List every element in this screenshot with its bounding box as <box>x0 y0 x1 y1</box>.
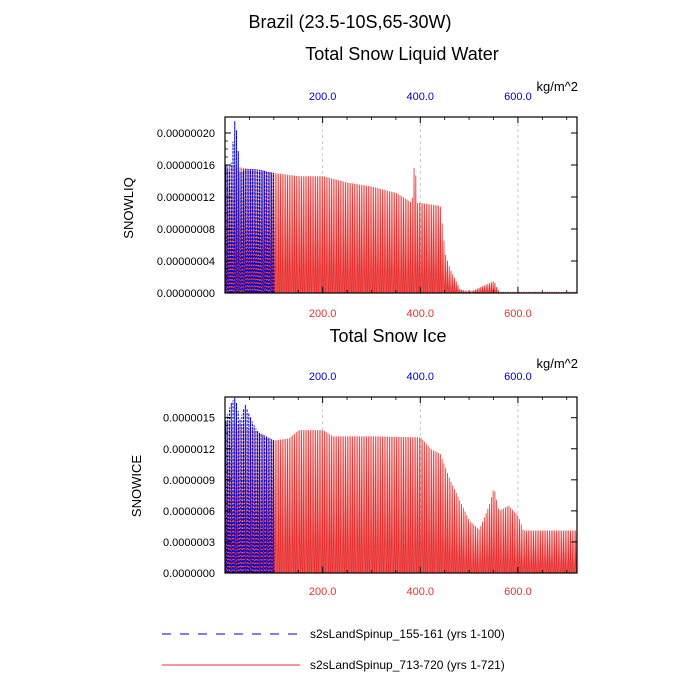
y-tick-label: 0.0000012 <box>163 444 215 456</box>
series-line <box>224 397 275 574</box>
series-marks <box>224 117 577 294</box>
legend-label-1: s2sLandSpinup_155-161 (yrs 1-100) <box>310 627 505 641</box>
series-marks <box>224 397 577 574</box>
legend: s2sLandSpinup_155-161 (yrs 1-100) s2sLan… <box>162 627 505 672</box>
x-tick-label-bottom: 600.0 <box>504 586 532 598</box>
x-tick-label-top: 400.0 <box>407 91 435 103</box>
units-label: kg/m^2 <box>536 356 578 371</box>
figure-title: Brazil (23.5-10S,65-30W) <box>248 12 451 32</box>
series-line <box>225 164 577 294</box>
series-blue <box>224 397 275 574</box>
plot-frame <box>224 396 578 574</box>
series-line <box>225 420 577 574</box>
y-tick-label: 0.0000003 <box>163 537 215 549</box>
panel-snowliq: Total Snow Liquid Water kg/m^2 SNOWLIQ 0… <box>121 44 578 320</box>
x-tick-label-bottom: 600.0 <box>504 308 532 320</box>
units-label: kg/m^2 <box>536 79 578 94</box>
axes: 0.0000000 0.0000003 0.0000006 0.0000009 0.00… <box>163 371 578 598</box>
x-tick-label-top: 200.0 <box>309 371 337 383</box>
y-tick-label: 0.0000015 <box>163 413 215 425</box>
panel-title: Total Snow Ice <box>329 326 446 346</box>
y-tick-label: 0.00000000 <box>157 288 215 300</box>
x-tick-label-top: 600.0 <box>504 91 532 103</box>
x-tick-label-bottom: 200.0 <box>309 586 337 598</box>
y-tick-label: 0.00000016 <box>157 160 215 172</box>
series-red <box>225 164 577 294</box>
legend-label-2: s2sLandSpinup_713-720 (yrs 1-721) <box>310 658 505 672</box>
x-tick-label-bottom: 400.0 <box>407 586 435 598</box>
y-axis-label: SNOWLIQ <box>121 177 136 238</box>
y-tick-label: 0.00000020 <box>157 128 215 140</box>
y-axis-label: SNOWICE <box>129 455 144 517</box>
panel-snowice: Total Snow Ice kg/m^2 SNOWICE 0.00000000… <box>129 326 578 598</box>
series-line <box>224 121 275 294</box>
x-tick-label-top: 600.0 <box>504 371 532 383</box>
series-blue <box>224 121 275 294</box>
y-tick-label: 0.0000009 <box>163 475 215 487</box>
panel-title: Total Snow Liquid Water <box>305 44 498 64</box>
x-tick-label-top: 200.0 <box>309 91 337 103</box>
y-tick-label: 0.00000012 <box>157 192 215 204</box>
x-tick-label-top: 400.0 <box>407 371 435 383</box>
x-tick-label-bottom: 200.0 <box>309 308 337 320</box>
y-tick-label: 0.0000000 <box>163 568 215 580</box>
series-red <box>225 420 577 574</box>
y-tick-label: 0.00000008 <box>157 224 215 236</box>
y-tick-label: 0.0000006 <box>163 506 215 518</box>
y-tick-label: 0.00000004 <box>157 256 215 268</box>
axes: 0.00000000 0.00000004 0.00000008 0.00000012… <box>157 91 578 320</box>
x-tick-label-bottom: 400.0 <box>407 308 435 320</box>
